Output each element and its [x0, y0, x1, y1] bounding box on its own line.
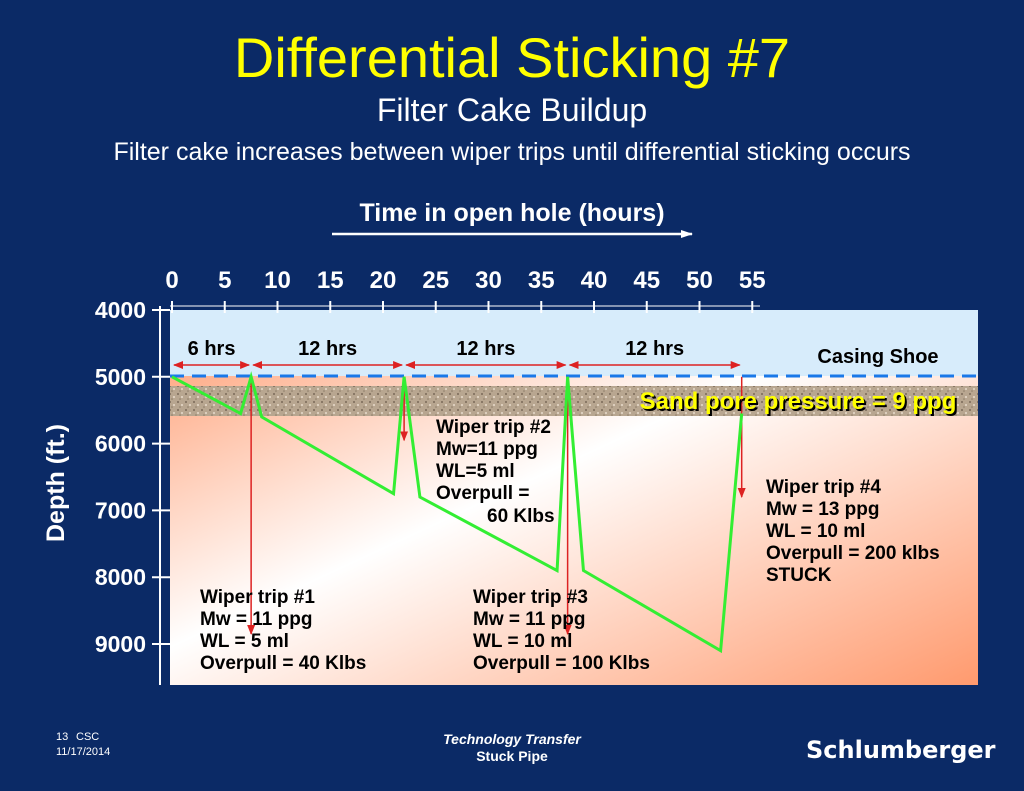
- filter-cake-line: [171, 371, 744, 654]
- note-line: 60 Klbs: [487, 506, 555, 527]
- wiper-trip-2-note: Wiper trip #2 Mw=11 ppg WL=5 ml Overpull…: [436, 417, 555, 527]
- y-tick-label: 9000: [95, 631, 146, 657]
- casing-shoe-label: Casing Shoe: [817, 346, 938, 368]
- footer-page-number: 13: [56, 731, 69, 743]
- interval-label: 12 hrs: [298, 338, 357, 360]
- note-line: WL = 5 ml: [200, 631, 289, 652]
- x-tick-label: 25: [422, 267, 449, 294]
- sand-pressure-label-shadow: Sand pore pressure = 9 ppg: [642, 390, 959, 417]
- x-tick-label: 20: [370, 267, 397, 294]
- y-tick-label: 8000: [95, 564, 146, 590]
- note-line: Wiper trip #2: [436, 417, 551, 438]
- note-line: Mw=11 ppg: [436, 439, 538, 460]
- interval-label: 12 hrs: [456, 338, 515, 360]
- x-tick-label: 10: [264, 267, 291, 294]
- sand-pressure-label: Sand pore pressure = 9 ppg: [640, 388, 957, 415]
- footer-date: 11/17/2014: [56, 746, 111, 758]
- note-line: Mw = 11 ppg: [473, 609, 585, 630]
- y-tick-label: 5000: [95, 364, 146, 390]
- note-line: STUCK: [766, 565, 832, 586]
- wiper-trip-3-note: Wiper trip #3 Mw = 11 ppg WL = 10 ml Ove…: [473, 587, 650, 674]
- note-line: Mw = 13 ppg: [766, 499, 880, 520]
- x-tick-label: 50: [686, 267, 713, 294]
- wiper-trip-1-note: Wiper trip #1 Mw = 11 ppg WL = 5 ml Over…: [200, 587, 366, 674]
- y-tick-label: 6000: [95, 431, 146, 457]
- footer-center-line2: Stuck Pipe: [476, 748, 548, 764]
- sand-layer: [170, 386, 978, 416]
- x-tick-label: 35: [528, 267, 555, 294]
- note-line: Wiper trip #1: [200, 587, 315, 608]
- note-line: Wiper trip #4: [766, 477, 881, 498]
- footer-center: Technology Transfer Stuck Pipe: [380, 731, 644, 765]
- note-line: Overpull = 100 Klbs: [473, 653, 650, 674]
- x-tick-label: 55: [739, 267, 766, 294]
- slide-subtitle: Filter Cake Buildup: [376, 92, 648, 128]
- x-tick-label: 30: [475, 267, 502, 294]
- x-tick-label: 40: [581, 267, 608, 294]
- footer-org: CSC: [76, 731, 100, 743]
- note-line: Wiper trip #3: [473, 587, 588, 608]
- slide-caption: Filter cake increases between wiper trip…: [113, 138, 911, 166]
- footer-center-line1: Technology Transfer: [443, 731, 581, 747]
- y-tick-label: 4000: [95, 297, 146, 323]
- y-tick-label: 7000: [95, 497, 146, 523]
- note-line: WL = 10 ml: [766, 521, 865, 542]
- slide-title: Differential Sticking #7: [233, 26, 791, 89]
- note-line: WL=5 ml: [436, 461, 515, 482]
- company-logo: Schlumberger: [806, 736, 996, 764]
- interval-label: 12 hrs: [625, 338, 684, 360]
- y-axis-title: Depth (ft.): [42, 424, 70, 542]
- note-line: Mw = 11 ppg: [200, 609, 312, 630]
- note-line: WL = 10 ml: [473, 631, 572, 652]
- note-line: Overpull = 40 Klbs: [200, 653, 366, 674]
- note-line: Overpull = 200 klbs: [766, 543, 940, 564]
- note-line: Overpull =: [436, 483, 529, 504]
- x-tick-label: 5: [218, 267, 231, 294]
- x-axis-title: Time in open hole (hours): [359, 199, 664, 227]
- x-tick-label: 0: [165, 267, 178, 294]
- x-tick-label: 45: [633, 267, 660, 294]
- wiper-trip-4-note: Wiper trip #4 Mw = 13 ppg WL = 10 ml Ove…: [766, 477, 940, 586]
- x-tick-label: 15: [317, 267, 344, 294]
- interval-label: 6 hrs: [188, 338, 236, 360]
